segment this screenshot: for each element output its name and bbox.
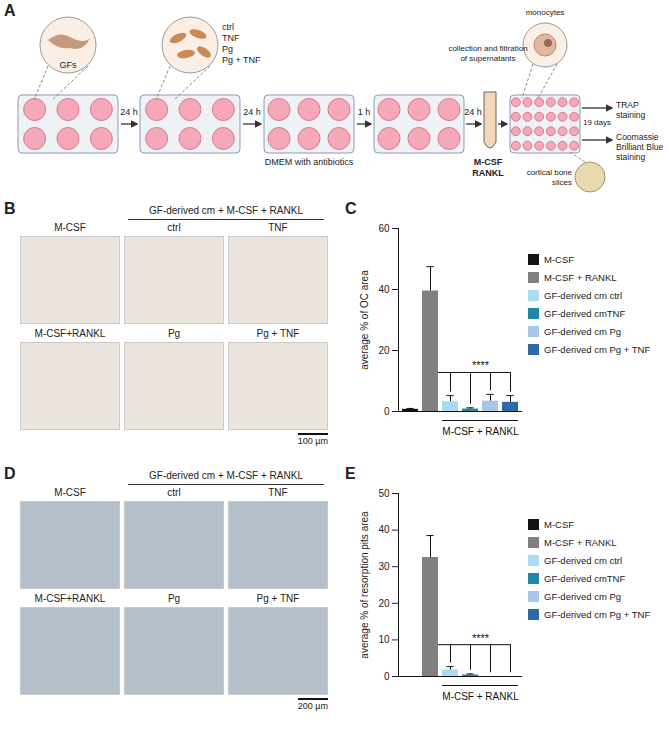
svg-text:30: 30 <box>378 561 390 572</box>
html-text:1 h: 1 h <box>357 107 371 117</box>
html-text:ctrl: ctrl <box>167 222 181 233</box>
html-text:E: E <box>345 465 356 482</box>
html-text:24 h: 24 h <box>243 107 261 117</box>
svg-text:0: 0 <box>384 406 390 417</box>
svg-text:****: **** <box>472 359 490 371</box>
html-text:100 µm: 100 µm <box>297 436 328 446</box>
html-text:M-CSF: M-CSF <box>544 253 575 265</box>
svg-text:M-CSF + RANKL: M-CSF + RANKL <box>442 426 519 437</box>
html-text:GFs: GFs <box>59 60 77 70</box>
svg-text:40: 40 <box>378 284 390 295</box>
html-text:A: A <box>4 2 16 19</box>
html-text:19 days: 19 days <box>583 118 611 127</box>
svg-text:50: 50 <box>378 488 390 499</box>
html-text:GF-derived cm + M-CSF + RANKL: GF-derived cm + M-CSF + RANKL <box>149 470 303 481</box>
html-text:GF-derived cm Pg: GF-derived cm Pg <box>544 325 622 337</box>
html-text:M-CSF: M-CSF <box>544 518 575 530</box>
svg-text:60: 60 <box>378 223 390 234</box>
html-text:GF-derived cm ctrl: GF-derived cm ctrl <box>544 554 623 566</box>
html-text:cortical bone slices: cortical bone slices <box>526 168 572 187</box>
svg-text:average % of OC area: average % of OC area <box>359 270 370 370</box>
html-text:GF-derived cm Pg + TNF: GF-derived cm Pg + TNF <box>544 343 651 355</box>
html-text:GF-derived cm Pg + TNF: GF-derived cm Pg + TNF <box>544 608 651 620</box>
svg-text:average % of resorption pits a: average % of resorption pits area <box>359 511 370 659</box>
html-text:Pg: Pg <box>167 328 181 339</box>
html-text:collection and filtration of s: collection and filtration of supernatant… <box>448 44 528 63</box>
html-text:GF-derived cmTNF: GF-derived cmTNF <box>544 572 626 584</box>
svg-text:****: **** <box>472 632 490 644</box>
html-text:M-CSF + RANKL: M-CSF + RANKL <box>544 536 617 548</box>
html-text:C: C <box>345 200 357 217</box>
html-text:Coomassie Brilliant Blue stain: Coomassie Brilliant Blue staining <box>616 132 664 162</box>
html-text:M-CSF+RANKL: M-CSF+RANKL <box>34 593 106 604</box>
html-text:monocytes: monocytes <box>525 8 565 17</box>
html-text:GF-derived cmTNF: GF-derived cmTNF <box>544 307 626 319</box>
html-text:24 h: 24 h <box>120 107 138 117</box>
svg-text:M-CSF + RANKL: M-CSF + RANKL <box>442 691 519 702</box>
html-text:Pg + TNF: Pg + TNF <box>256 328 300 339</box>
html-text:M-CSF: M-CSF <box>54 487 86 498</box>
html-text:Pg + TNF: Pg + TNF <box>256 593 300 604</box>
html-text:M-CSF + RANKL: M-CSF + RANKL <box>544 271 617 283</box>
html-text:200 µm: 200 µm <box>297 701 328 711</box>
html-text:DMEM with antibiotics: DMEM with antibiotics <box>264 157 354 167</box>
svg-text:20: 20 <box>378 598 390 609</box>
html-text:M-CSF: M-CSF <box>54 222 86 233</box>
html-text:ctrl: ctrl <box>167 487 181 498</box>
html-text:D: D <box>4 465 16 482</box>
svg-text:10: 10 <box>378 634 390 645</box>
svg-text:0: 0 <box>384 671 390 682</box>
html-text:M-CSF RANKL: M-CSF RANKL <box>472 157 504 178</box>
html-text:TNF: TNF <box>268 222 288 233</box>
html-text:B: B <box>4 200 16 217</box>
html-text:M-CSF+RANKL: M-CSF+RANKL <box>34 328 106 339</box>
html-text:ctrl TNF Pg Pg + TNF: ctrl TNF Pg Pg + TNF <box>222 22 261 65</box>
html-text:GF-derived cm + M-CSF + RANKL: GF-derived cm + M-CSF + RANKL <box>149 205 303 216</box>
html-text:24 h: 24 h <box>464 107 482 117</box>
html-text:GF-derived cm ctrl: GF-derived cm ctrl <box>544 289 623 301</box>
html-text:TNF: TNF <box>268 487 288 498</box>
html-text:GF-derived cm Pg: GF-derived cm Pg <box>544 590 622 602</box>
svg-text:40: 40 <box>378 524 390 535</box>
html-text:Pg: Pg <box>167 593 181 604</box>
svg-text:20: 20 <box>378 345 390 356</box>
html-text:TRAP staining: TRAP staining <box>616 100 646 120</box>
